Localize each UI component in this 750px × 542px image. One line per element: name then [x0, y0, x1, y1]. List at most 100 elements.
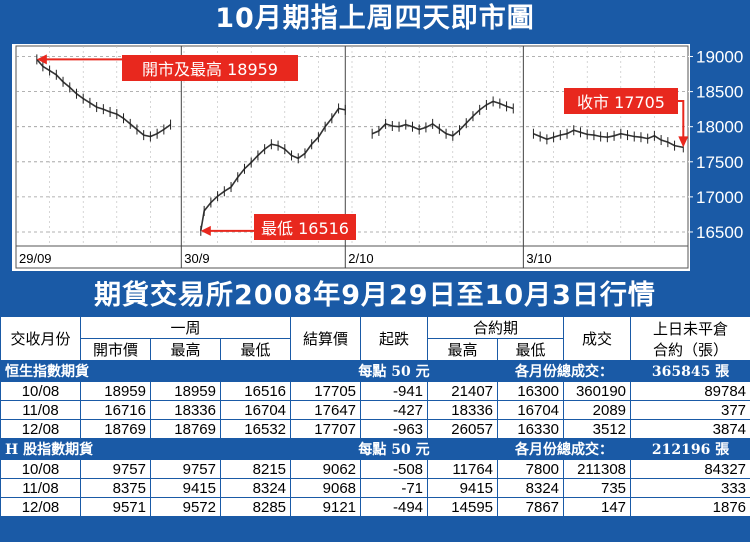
table-row: 11/08 8375 9415 8324 9068 -71 9415 8324 735 333 — [0, 478, 750, 498]
intraday-chart: 16500 17000 17500 18000 18500 19000 29/09 30/9… — [12, 44, 743, 271]
annotation-close-arrow-line — [678, 100, 685, 138]
cell-contract-high: 26057 — [427, 419, 499, 439]
y-axis: 16500 17000 17500 18000 18500 19000 — [688, 48, 743, 242]
annotation-close-label: 收市 17705 — [577, 93, 665, 112]
cell-high: 18959 — [150, 381, 221, 401]
header-open: 開市價 — [80, 338, 151, 361]
cell-month: 12/08 — [0, 497, 81, 517]
y-tick-label: 19000 — [696, 48, 743, 67]
cell-month: 10/08 — [0, 459, 81, 479]
cell-settle: 17647 — [290, 400, 362, 420]
cell-change: -941 — [360, 381, 429, 401]
price-series — [36, 54, 684, 236]
cell-settle: 9062 — [290, 459, 362, 479]
cell-contract-low: 16300 — [497, 381, 565, 401]
cell-contract-high: 14595 — [427, 497, 499, 517]
header-contract-low: 最低 — [497, 338, 565, 361]
header-contract-high: 最高 — [427, 338, 499, 361]
chart-title: 10月期指上周四天即市圖 — [215, 3, 535, 34]
cell-low: 8324 — [219, 478, 292, 498]
cell-volume: 3512 — [563, 419, 632, 439]
cell-low: 16704 — [219, 400, 292, 420]
section-total-value: 365845 張 — [630, 360, 750, 382]
table-header-row-1: 交收月份 一周 結算價 起跌 合約期 成交 上日未平倉 合約（張） — [0, 316, 750, 361]
section-total-label: 各月份總成交： — [497, 360, 632, 382]
section-total-value: 212196 張 — [630, 438, 750, 460]
day-label-strip — [15, 245, 689, 269]
section-name: 恒生指數期貨 — [0, 360, 292, 382]
cell-open: 9757 — [80, 459, 151, 479]
table-title: 期貨交易所2008年9月29日至10月3日行情 — [94, 280, 656, 311]
header-oi-line1: 上日未平倉 — [653, 320, 729, 338]
annotation-open-high-arrow-head — [36, 54, 47, 65]
cell-month: 11/08 — [0, 400, 81, 420]
cell-month: 10/08 — [0, 381, 81, 401]
annotation-close-arrow-head — [678, 136, 689, 148]
cell-high: 9415 — [150, 478, 221, 498]
day-label: 29/09 — [19, 251, 52, 266]
cell-contract-low: 7800 — [497, 459, 565, 479]
cell-settle: 9121 — [290, 497, 362, 517]
section-name: H 股指數期貨 — [0, 438, 292, 460]
header-low: 最低 — [219, 338, 292, 361]
annotations: 開市及最高 18959 最低 16516 收市 17705 — [36, 54, 689, 240]
section-point-value: 每點 50 元 — [290, 360, 499, 382]
table-row: 12/08 9571 9572 8285 9121 -494 14595 7867 147 187… — [0, 497, 750, 517]
cell-low: 16516 — [219, 381, 292, 401]
annotation-close-box — [564, 88, 678, 114]
y-tick-label: 18500 — [696, 83, 743, 102]
cell-volume: 2089 — [563, 400, 632, 420]
header-month: 交收月份 — [0, 316, 81, 361]
annotation-low-box — [254, 214, 356, 240]
header-week: 一周 — [79, 316, 292, 339]
price-line-day-3 — [371, 100, 514, 137]
cell-change: -963 — [360, 419, 429, 439]
cell-low: 8285 — [219, 497, 292, 517]
annotation-open-high-label: 開市及最高 18959 — [142, 60, 278, 79]
annotation-low-arrow-head — [200, 225, 211, 236]
cell-high: 9757 — [150, 459, 221, 479]
cell-contract-low: 7867 — [497, 497, 565, 517]
cell-contract-low: 16330 — [497, 419, 565, 439]
header-oi-line2: 合約（張） — [653, 341, 729, 359]
cell-change: -71 — [360, 478, 429, 498]
cell-open-interest: 1876 — [630, 497, 750, 517]
cell-open-interest: 84327 — [630, 459, 750, 479]
y-tick-label: 18000 — [696, 118, 743, 137]
table-row: 10/08 18959 18959 16516 17705 -941 21407 16300 3… — [0, 381, 750, 401]
cell-contract-low: 16704 — [497, 400, 565, 420]
header-contract: 合約期 — [427, 316, 565, 339]
table-row: 11/08 16716 18336 16704 17647 -427 18336 16704 2… — [0, 400, 750, 420]
cell-low: 16532 — [219, 419, 292, 439]
y-tick-label: 17500 — [696, 153, 743, 172]
cell-change: -494 — [360, 497, 429, 517]
cell-open-interest: 89784 — [630, 381, 750, 401]
section-header-row: 恒生指數期貨 每點 50 元各月份總成交： 365845 張 — [0, 360, 750, 382]
cell-open-interest: 3874 — [630, 419, 750, 439]
cell-open: 8375 — [80, 478, 151, 498]
cell-high: 18769 — [150, 419, 221, 439]
header-volume: 成交 — [563, 316, 632, 361]
cell-volume: 147 — [563, 497, 632, 517]
header-high: 最高 — [150, 338, 221, 361]
cell-open-interest: 333 — [630, 478, 750, 498]
table-row: 10/08 9757 9757 8215 9062 -508 11764 7800 211308… — [0, 459, 750, 479]
day-label: 3/10 — [526, 251, 551, 266]
y-tick-label: 17000 — [696, 188, 743, 207]
quotes-table: 交收月份 一周 結算價 起跌 合約期 成交 上日未平倉 合約（張） 開市價 最高… — [0, 316, 750, 517]
day-label: 30/9 — [184, 251, 209, 266]
cell-open: 18769 — [80, 419, 151, 439]
cell-open: 16716 — [80, 400, 151, 420]
cell-contract-high: 18336 — [427, 400, 499, 420]
cell-open-interest: 377 — [630, 400, 750, 420]
cell-contract-high: 9415 — [427, 478, 499, 498]
cell-month: 12/08 — [0, 419, 81, 439]
cell-volume: 360190 — [563, 381, 632, 401]
y-tick-label: 16500 — [696, 223, 743, 242]
header-change: 起跌 — [360, 316, 429, 361]
cell-high: 18336 — [150, 400, 221, 420]
header-settle: 結算價 — [290, 316, 362, 361]
cell-low: 8215 — [219, 459, 292, 479]
cell-settle: 17705 — [290, 381, 362, 401]
section-point-value: 每點 50 元 — [290, 438, 499, 460]
